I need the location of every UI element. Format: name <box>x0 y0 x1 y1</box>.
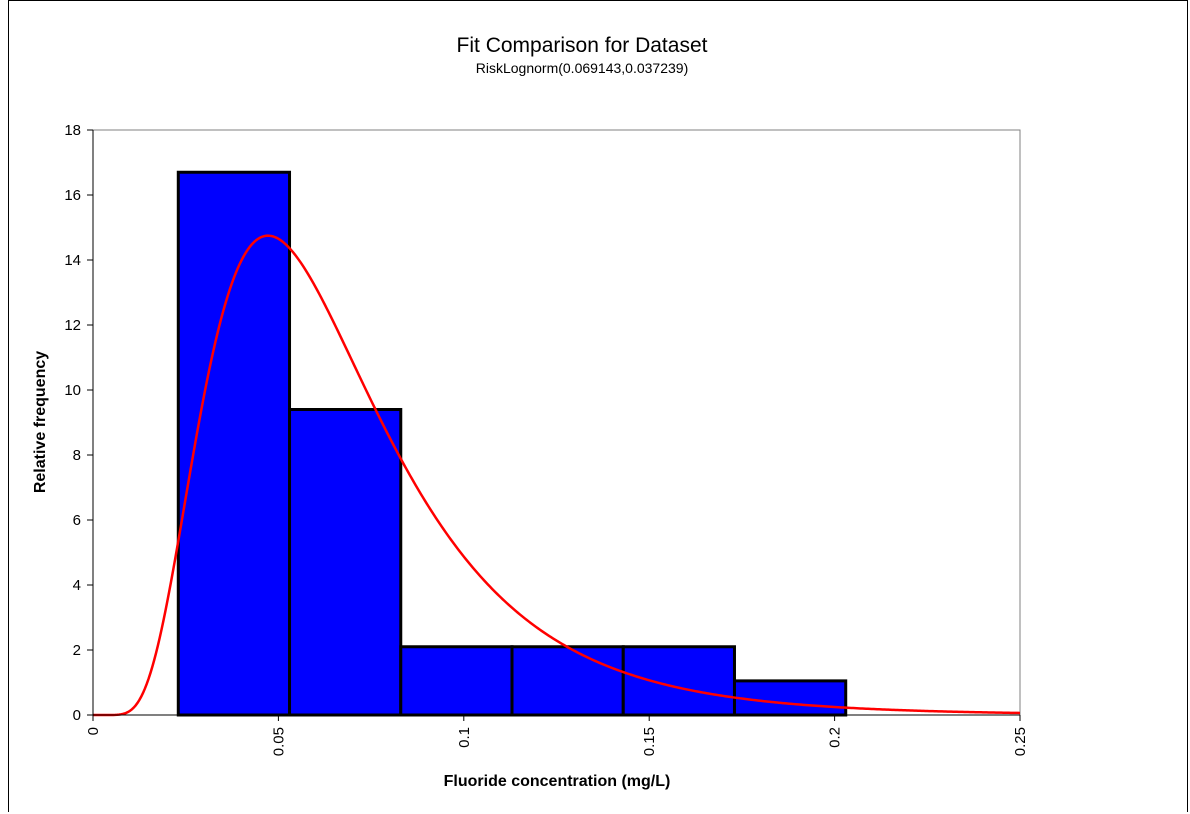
histogram-bar <box>621 645 736 717</box>
x-tick-label: 0.1 <box>456 727 473 748</box>
histogram-bar <box>399 645 514 717</box>
x-tick-label: 0.2 <box>827 727 844 748</box>
chart-title: Fit Comparison for Dataset <box>457 34 708 57</box>
y-axis-label: Relative frequency <box>32 351 49 493</box>
y-tick-label: 2 <box>73 642 81 659</box>
y-tick-label: 18 <box>64 122 81 139</box>
x-tick-label: 0.25 <box>1012 727 1029 756</box>
histogram-bar <box>176 170 292 717</box>
x-axis: 0 0.05 0.1 0.15 0.2 0.25 <box>85 714 1029 756</box>
y-tick-label: 12 <box>64 317 81 334</box>
fit-curve-line <box>93 234 1021 717</box>
x-axis-label: Fluoride concentration (mg/L) <box>444 773 671 790</box>
y-tick-label: 14 <box>64 252 81 269</box>
y-tick-label: 4 <box>73 577 81 594</box>
y-axis: 0 2 4 6 8 10 12 14 16 18 <box>64 122 94 724</box>
y-tick-label: 0 <box>73 707 81 724</box>
histogram-bar <box>510 645 625 717</box>
y-tick-label: 16 <box>64 187 81 204</box>
x-tick-label: 0.15 <box>641 727 658 756</box>
fit-curve-group <box>93 234 1021 717</box>
histogram-bar <box>288 408 403 717</box>
x-tick-label: 0 <box>85 727 102 735</box>
histogram-bar <box>732 679 848 717</box>
y-tick-label: 10 <box>64 382 81 399</box>
x-tick-label: 0.05 <box>270 727 287 756</box>
chart-frame <box>8 0 1188 812</box>
chart-subtitle: RiskLognorm(0.069143,0.037239) <box>476 60 688 76</box>
y-tick-label: 6 <box>73 512 81 529</box>
y-tick-label: 8 <box>73 447 81 464</box>
